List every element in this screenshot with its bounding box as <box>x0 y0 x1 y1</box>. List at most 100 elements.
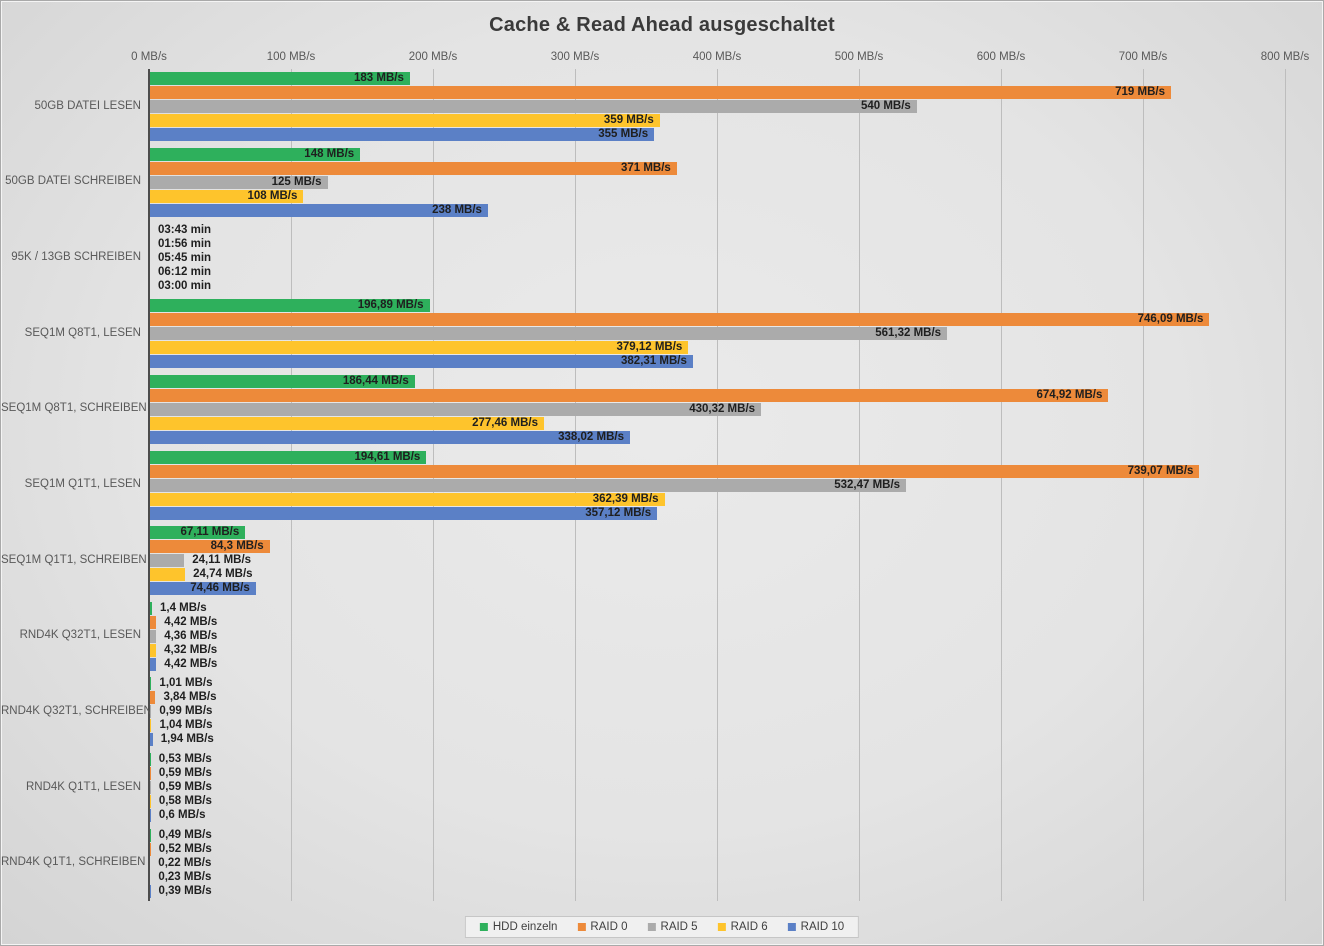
bar-hdd-einzeln <box>150 72 410 86</box>
bar-raid-10 <box>150 809 151 823</box>
bar-hdd-einzeln <box>150 753 151 767</box>
bar-raid-0 <box>150 767 151 781</box>
bar-value-label: 4,42 MB/s <box>164 657 218 670</box>
bar-raid-5 <box>150 175 328 189</box>
bar-raid-5 <box>150 327 948 341</box>
bar-raid-0 <box>150 615 157 629</box>
gridline <box>1143 69 1144 901</box>
bar-hdd-einzeln <box>150 299 430 313</box>
bar-value-label: 0,59 MB/s <box>158 781 212 794</box>
legend-swatch-icon <box>787 923 796 931</box>
x-tick-label: 100 MB/s <box>266 51 316 63</box>
bar-value-label: 148 MB/s <box>304 147 355 160</box>
bar-value-label: 674,92 MB/s <box>1036 388 1103 401</box>
bar-value-label: 430,32 MB/s <box>689 402 756 415</box>
bar-value-label: 739,07 MB/s <box>1127 464 1194 477</box>
bar-value-label: 0,52 MB/s <box>158 842 212 855</box>
legend-label: RAID 10 <box>800 921 845 933</box>
bar-hdd-einzeln <box>150 450 427 464</box>
bar-value-label: 362,39 MB/s <box>592 492 659 505</box>
bar-raid-5 <box>150 629 157 643</box>
bar-raid-10 <box>150 355 693 369</box>
bar-raid-0 <box>150 161 677 175</box>
bar-raid-5 <box>150 554 185 568</box>
bar-raid-0 <box>150 86 1171 100</box>
bar-raid-10 <box>150 203 488 217</box>
bar-raid-6 <box>150 568 186 582</box>
bar-value-label: 05:45 min <box>158 251 212 264</box>
bar-value-label: 382,31 MB/s <box>621 355 687 368</box>
bar-raid-6 <box>150 341 689 355</box>
bar-hdd-einzeln <box>150 374 415 388</box>
bar-value-label: 03:00 min <box>158 279 212 292</box>
bar-value-label: 0,49 MB/s <box>158 828 212 841</box>
category-label: RND4K Q32T1, SCHREIBEN <box>1 704 152 717</box>
bar-value-label: 06:12 min <box>158 265 212 278</box>
bar-value-label: 540 MB/s <box>860 100 911 113</box>
bar-value-label: 4,42 MB/s <box>164 615 218 628</box>
bar-raid-10 <box>150 506 658 520</box>
bar-value-label: 719 MB/s <box>1115 86 1165 99</box>
bar-raid-6 <box>150 719 152 733</box>
y-axis-line <box>148 69 150 901</box>
bar-value-label: 0,59 MB/s <box>158 767 212 780</box>
category-label: 95K / 13GB SCHREIBEN <box>11 251 141 264</box>
bar-raid-5 <box>150 100 917 114</box>
bar-value-label: 1,94 MB/s <box>160 733 214 746</box>
bar-value-label: 108 MB/s <box>247 189 298 202</box>
x-tick-label: 600 MB/s <box>976 51 1026 63</box>
bar-value-label: 0,23 MB/s <box>158 870 212 883</box>
bar-value-label: 1,01 MB/s <box>159 677 213 690</box>
bar-value-label: 01:56 min <box>158 237 212 250</box>
bar-value-label: 0,99 MB/s <box>159 705 213 718</box>
bar-value-label: 0,53 MB/s <box>158 753 212 766</box>
x-tick-label: 800 MB/s <box>1260 51 1310 63</box>
bar-value-label: 359 MB/s <box>603 114 654 127</box>
bar-value-label: 125 MB/s <box>271 175 322 188</box>
bar-raid-5 <box>150 478 907 492</box>
bar-value-label: 1,04 MB/s <box>159 719 213 732</box>
x-tick-label: 700 MB/s <box>1118 51 1168 63</box>
bar-value-label: 0,58 MB/s <box>158 795 212 808</box>
bar-raid-10 <box>150 582 256 596</box>
legend-item-raid-0: RAID 0 <box>577 921 628 933</box>
bar-raid-6 <box>150 189 304 203</box>
bar-value-label: 0,22 MB/s <box>158 856 212 869</box>
gridline <box>1285 69 1286 901</box>
category-label: SEQ1M Q8T1, LESEN <box>24 326 141 339</box>
bar-raid-0 <box>150 388 1109 402</box>
bar-hdd-einzeln <box>150 828 151 842</box>
bar-raid-10 <box>150 657 157 671</box>
bar-value-label: 74,46 MB/s <box>190 582 250 595</box>
bar-value-label: 355 MB/s <box>598 128 649 141</box>
bar-raid-0 <box>150 842 151 856</box>
bar-raid-5 <box>150 705 152 719</box>
gridline <box>1001 69 1002 901</box>
bar-raid-6 <box>150 114 660 128</box>
bar-value-label: 277,46 MB/s <box>472 416 538 429</box>
bar-value-label: 746,09 MB/s <box>1137 313 1204 326</box>
bar-value-label: 183 MB/s <box>354 72 404 85</box>
bar-hdd-einzeln <box>150 601 152 615</box>
bar-raid-0 <box>150 691 156 705</box>
bar-value-label: 561,32 MB/s <box>875 327 942 340</box>
legend: HDD einzeln RAID 0 RAID 5 RAID 6 RAID 10 <box>464 916 860 938</box>
bar-value-label: 3,84 MB/s <box>163 691 217 704</box>
legend-swatch-icon <box>647 923 656 931</box>
bar-value-label: 03:43 min <box>158 223 212 236</box>
x-tick-label: 400 MB/s <box>692 51 742 63</box>
bar-raid-10 <box>150 884 151 898</box>
bar-value-label: 24,11 MB/s <box>192 554 252 567</box>
bar-raid-0 <box>150 464 1200 478</box>
bar-raid-0 <box>150 313 1210 327</box>
bar-value-label: 379,12 MB/s <box>616 341 683 354</box>
category-label: 50GB DATEI LESEN <box>34 99 141 112</box>
legend-swatch-icon <box>717 923 726 931</box>
bar-value-label: 338,02 MB/s <box>558 430 624 443</box>
bar-value-label: 0,39 MB/s <box>158 884 212 897</box>
chart-title: Cache & Read Ahead ausgeschaltet <box>489 14 835 36</box>
bar-raid-6 <box>150 643 157 657</box>
legend-swatch-icon <box>479 923 488 931</box>
category-label: SEQ1M Q1T1, SCHREIBEN <box>1 553 147 566</box>
bar-value-label: 1,4 MB/s <box>159 601 207 614</box>
